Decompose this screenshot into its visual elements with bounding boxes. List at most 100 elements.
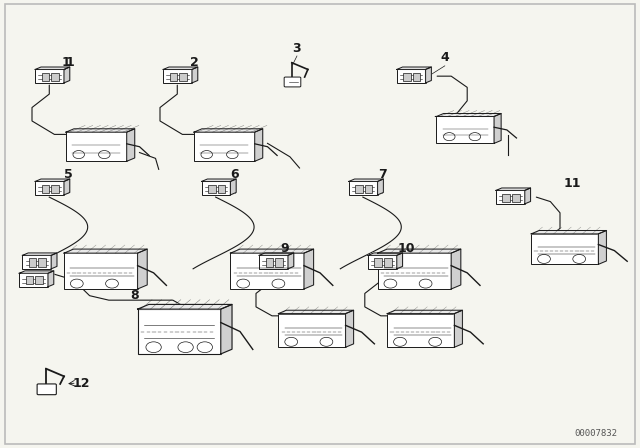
- FancyBboxPatch shape: [436, 116, 494, 143]
- Polygon shape: [22, 253, 57, 255]
- Polygon shape: [51, 253, 57, 269]
- Polygon shape: [494, 113, 501, 143]
- Polygon shape: [454, 310, 462, 347]
- Text: 6: 6: [230, 168, 239, 181]
- Bar: [218, 185, 225, 193]
- Polygon shape: [368, 253, 403, 255]
- Polygon shape: [64, 179, 70, 195]
- FancyBboxPatch shape: [496, 190, 525, 204]
- Polygon shape: [48, 271, 54, 287]
- FancyBboxPatch shape: [37, 384, 56, 395]
- FancyBboxPatch shape: [259, 255, 288, 269]
- FancyBboxPatch shape: [531, 234, 598, 264]
- FancyBboxPatch shape: [387, 314, 454, 347]
- FancyBboxPatch shape: [284, 77, 301, 87]
- FancyBboxPatch shape: [278, 314, 346, 347]
- Polygon shape: [192, 67, 198, 83]
- Polygon shape: [288, 253, 294, 269]
- Polygon shape: [221, 305, 232, 354]
- Text: 5: 5: [64, 168, 73, 181]
- FancyBboxPatch shape: [163, 69, 192, 83]
- FancyBboxPatch shape: [22, 255, 51, 269]
- Bar: [35, 276, 43, 284]
- Polygon shape: [259, 253, 294, 255]
- Bar: [512, 194, 520, 202]
- Polygon shape: [278, 310, 354, 314]
- Text: 1: 1: [61, 56, 70, 69]
- Polygon shape: [163, 67, 198, 69]
- Bar: [208, 185, 216, 193]
- Polygon shape: [64, 249, 147, 253]
- Text: 11: 11: [564, 177, 582, 190]
- Bar: [403, 73, 411, 81]
- Polygon shape: [426, 67, 431, 83]
- Bar: [355, 185, 363, 193]
- Bar: [170, 73, 177, 81]
- Polygon shape: [35, 179, 70, 181]
- Polygon shape: [397, 67, 431, 69]
- Polygon shape: [378, 179, 383, 195]
- Polygon shape: [525, 188, 531, 204]
- FancyBboxPatch shape: [35, 69, 64, 83]
- Polygon shape: [138, 305, 232, 309]
- Text: 2: 2: [189, 56, 198, 69]
- Text: 1: 1: [66, 56, 75, 69]
- Bar: [413, 73, 420, 81]
- Bar: [51, 185, 59, 193]
- Text: 4: 4: [440, 51, 449, 64]
- Bar: [179, 73, 187, 81]
- Bar: [384, 258, 392, 267]
- Text: 7: 7: [378, 168, 387, 181]
- FancyBboxPatch shape: [349, 181, 378, 195]
- Polygon shape: [255, 129, 263, 161]
- Polygon shape: [346, 310, 354, 347]
- Polygon shape: [304, 249, 314, 289]
- Bar: [29, 258, 36, 267]
- Bar: [51, 73, 59, 81]
- Text: 9: 9: [280, 242, 289, 255]
- FancyBboxPatch shape: [230, 253, 304, 289]
- FancyBboxPatch shape: [19, 273, 48, 287]
- Polygon shape: [397, 253, 403, 269]
- FancyBboxPatch shape: [194, 132, 255, 161]
- Polygon shape: [194, 129, 263, 132]
- FancyBboxPatch shape: [66, 132, 127, 161]
- Text: 12: 12: [73, 376, 90, 390]
- Bar: [266, 258, 273, 267]
- Polygon shape: [230, 249, 314, 253]
- Polygon shape: [436, 113, 501, 116]
- FancyBboxPatch shape: [35, 181, 64, 195]
- Polygon shape: [349, 179, 383, 181]
- FancyBboxPatch shape: [202, 181, 230, 195]
- FancyBboxPatch shape: [397, 69, 426, 83]
- Polygon shape: [202, 179, 236, 181]
- Bar: [42, 73, 49, 81]
- Bar: [275, 258, 283, 267]
- Polygon shape: [127, 129, 135, 161]
- FancyBboxPatch shape: [138, 309, 221, 354]
- Bar: [26, 276, 33, 284]
- Polygon shape: [598, 230, 607, 264]
- Bar: [38, 258, 46, 267]
- Text: 00007832: 00007832: [575, 429, 618, 438]
- Polygon shape: [378, 249, 461, 253]
- FancyBboxPatch shape: [368, 255, 397, 269]
- Polygon shape: [531, 230, 607, 234]
- Polygon shape: [138, 249, 147, 289]
- FancyBboxPatch shape: [378, 253, 451, 289]
- Bar: [365, 185, 372, 193]
- Text: 3: 3: [292, 42, 301, 55]
- Polygon shape: [66, 129, 135, 132]
- Polygon shape: [451, 249, 461, 289]
- Text: 8: 8: [130, 289, 139, 302]
- Polygon shape: [35, 67, 70, 69]
- Polygon shape: [230, 179, 236, 195]
- Polygon shape: [496, 188, 531, 190]
- Polygon shape: [19, 271, 54, 273]
- FancyBboxPatch shape: [64, 253, 138, 289]
- Bar: [42, 185, 49, 193]
- Text: 10: 10: [397, 242, 415, 255]
- Polygon shape: [387, 310, 462, 314]
- Bar: [374, 258, 382, 267]
- Polygon shape: [64, 67, 70, 83]
